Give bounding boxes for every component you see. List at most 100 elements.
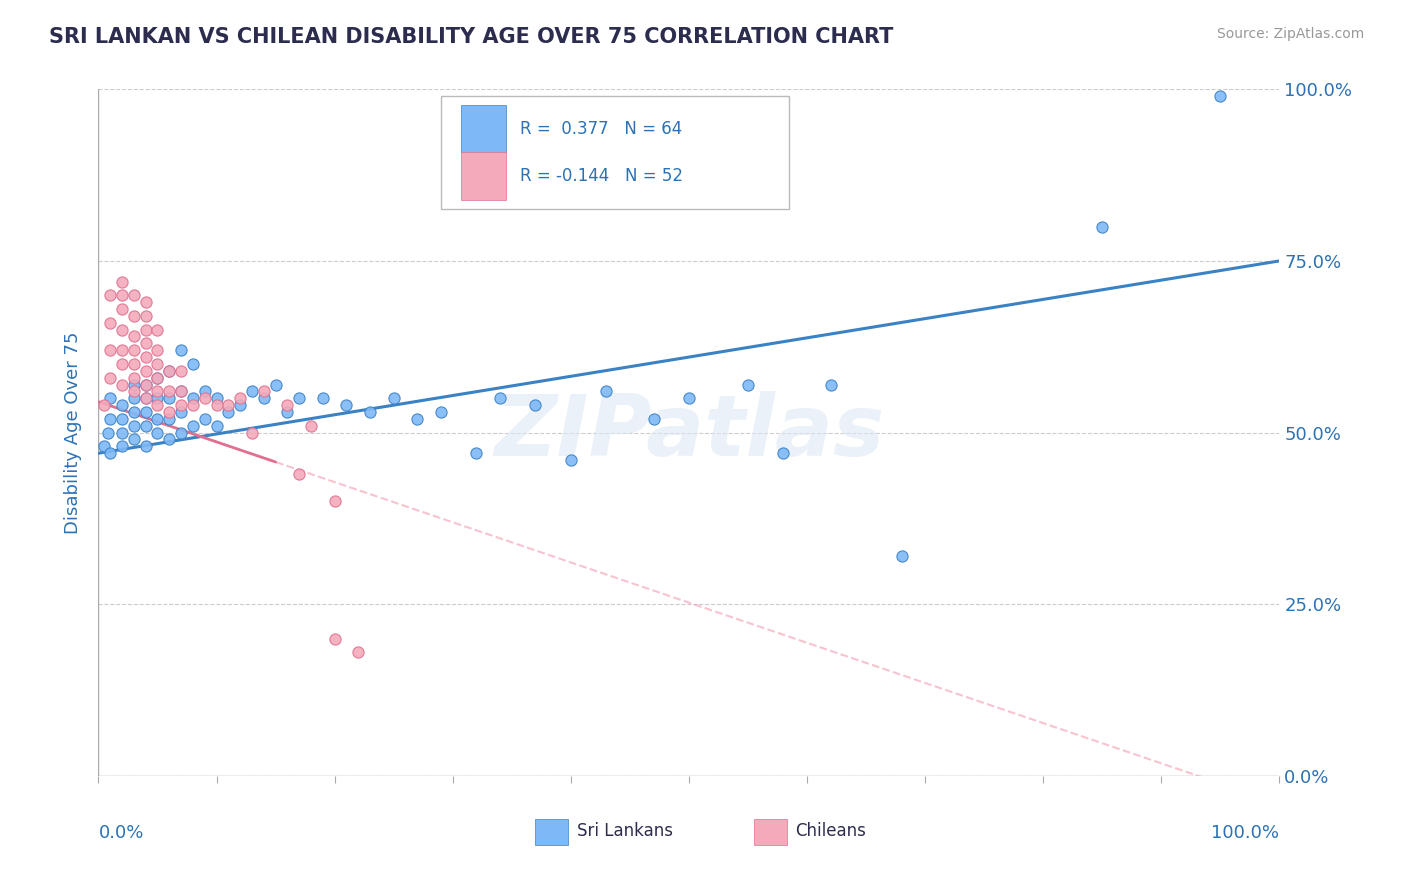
Point xyxy=(146,412,169,426)
Point xyxy=(98,316,121,330)
Text: R = -0.144   N = 52: R = -0.144 N = 52 xyxy=(520,167,683,186)
Point xyxy=(181,418,204,433)
Point xyxy=(146,370,169,384)
Point xyxy=(406,412,429,426)
Point xyxy=(170,425,193,440)
Point xyxy=(382,391,405,405)
Text: R =  0.377   N = 64: R = 0.377 N = 64 xyxy=(520,120,682,138)
Point xyxy=(323,632,346,646)
Text: Chileans: Chileans xyxy=(796,822,866,840)
Point xyxy=(98,370,121,384)
Point xyxy=(122,433,145,447)
Point xyxy=(157,405,180,419)
Point xyxy=(122,370,145,384)
Text: SRI LANKAN VS CHILEAN DISABILITY AGE OVER 75 CORRELATION CHART: SRI LANKAN VS CHILEAN DISABILITY AGE OVE… xyxy=(49,27,894,46)
Point xyxy=(205,418,228,433)
Point xyxy=(122,309,145,323)
Point xyxy=(146,357,169,371)
Point xyxy=(135,405,157,419)
Point xyxy=(205,391,228,405)
Point xyxy=(111,301,134,316)
Point xyxy=(253,384,276,399)
Point xyxy=(181,391,204,405)
Point xyxy=(122,418,145,433)
Point xyxy=(157,391,180,405)
Point xyxy=(122,288,145,302)
Text: Sri Lankans: Sri Lankans xyxy=(576,822,672,840)
Point xyxy=(111,343,134,358)
Point xyxy=(135,309,157,323)
Point xyxy=(323,494,346,508)
Point xyxy=(1209,89,1232,103)
Bar xyxy=(536,819,568,845)
Point xyxy=(157,433,180,447)
Point xyxy=(772,446,794,460)
Point xyxy=(146,398,169,412)
Point xyxy=(98,288,121,302)
Point xyxy=(135,377,157,392)
Point xyxy=(135,350,157,364)
Point xyxy=(276,405,298,419)
Point xyxy=(560,453,582,467)
Point xyxy=(122,391,145,405)
Point xyxy=(111,275,134,289)
Point xyxy=(217,405,239,419)
Point xyxy=(820,377,842,392)
Point xyxy=(595,384,617,399)
Point xyxy=(111,412,134,426)
Point xyxy=(1091,219,1114,234)
Point xyxy=(111,357,134,371)
Point xyxy=(122,357,145,371)
Point xyxy=(122,329,145,343)
Point xyxy=(489,391,512,405)
Point xyxy=(240,384,263,399)
Point xyxy=(253,391,276,405)
Point xyxy=(170,384,193,399)
Y-axis label: Disability Age Over 75: Disability Age Over 75 xyxy=(65,331,83,534)
Point xyxy=(157,364,180,378)
Point xyxy=(359,405,381,419)
Point xyxy=(93,439,115,453)
Point xyxy=(170,384,193,399)
Bar xyxy=(754,819,787,845)
Point xyxy=(299,418,322,433)
Point xyxy=(288,467,311,481)
Point xyxy=(146,343,169,358)
Point xyxy=(229,391,252,405)
Point xyxy=(93,398,115,412)
Text: Source: ZipAtlas.com: Source: ZipAtlas.com xyxy=(1216,27,1364,41)
Point xyxy=(157,384,180,399)
Point xyxy=(524,398,547,412)
Point xyxy=(146,370,169,384)
Point xyxy=(111,425,134,440)
Point xyxy=(111,288,134,302)
Point xyxy=(170,405,193,419)
Point xyxy=(97,425,120,440)
Point xyxy=(170,398,193,412)
Point xyxy=(194,384,217,399)
Point xyxy=(135,336,157,351)
Point xyxy=(135,391,157,405)
Point xyxy=(335,398,357,412)
Point xyxy=(181,398,204,412)
Point xyxy=(347,645,370,659)
Point xyxy=(146,425,169,440)
Point xyxy=(217,398,239,412)
Point xyxy=(111,322,134,336)
Point xyxy=(737,377,759,392)
FancyBboxPatch shape xyxy=(441,96,789,210)
Point xyxy=(678,391,700,405)
Point xyxy=(98,343,121,358)
Point xyxy=(135,391,157,405)
Point xyxy=(312,391,335,405)
Bar xyxy=(461,105,506,153)
Point xyxy=(157,364,180,378)
Point xyxy=(146,384,169,399)
Point xyxy=(135,377,157,392)
Point xyxy=(122,377,145,392)
Point xyxy=(194,391,217,405)
Point xyxy=(135,322,157,336)
Text: ZIPatlas: ZIPatlas xyxy=(494,391,884,475)
Point xyxy=(135,364,157,378)
Point xyxy=(205,398,228,412)
